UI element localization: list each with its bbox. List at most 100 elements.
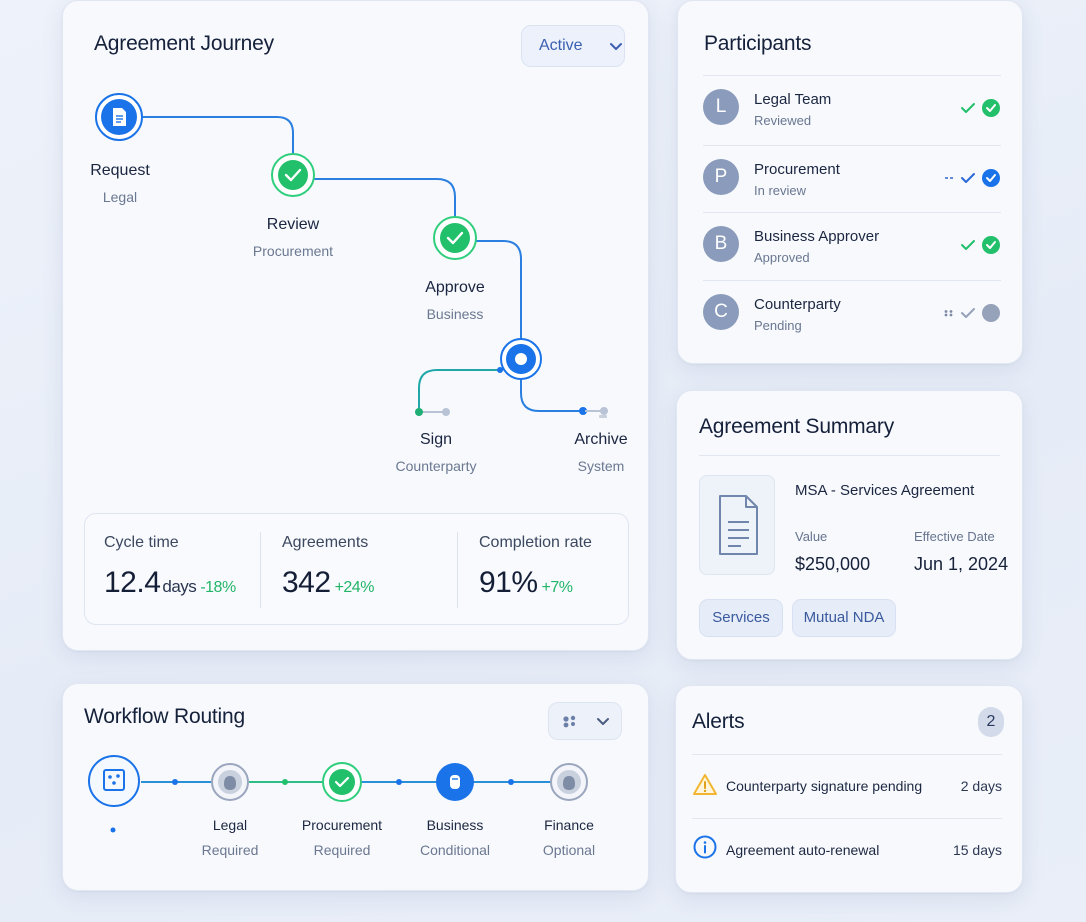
person-icon <box>224 776 236 790</box>
connector-split-archive <box>520 379 583 412</box>
check-icon <box>961 308 975 318</box>
connector-review-approve <box>293 178 456 237</box>
route-finance-label: Finance Optional <box>542 817 596 858</box>
participant-status: Approved <box>754 250 810 265</box>
people-icon <box>563 715 576 728</box>
review-step-node[interactable] <box>271 153 315 197</box>
step-archive-label: Archive System <box>574 431 628 474</box>
value-label: Value <box>795 529 828 544</box>
approve-step-node[interactable] <box>433 216 477 260</box>
avatar: P <box>703 159 739 195</box>
participant-name: Procurement <box>754 161 840 178</box>
tag-mutual-nda[interactable]: Mutual NDA <box>792 599 896 637</box>
tag-services[interactable]: Services <box>699 599 783 637</box>
workflow-routing-card: Workflow Routing <box>62 683 649 891</box>
step-sign-label: Sign Counterparty <box>395 431 477 474</box>
metric-divider <box>260 532 261 608</box>
participant-name: Counterparty <box>754 296 841 313</box>
alert-row[interactable]: Agreement auto-renewal 15 days <box>692 818 1002 880</box>
device-icon <box>450 775 460 789</box>
alert-text: Agreement auto-renewal <box>726 842 880 858</box>
pending-dots-icon <box>944 310 953 317</box>
check-icon <box>446 231 464 245</box>
agreement-document-tile[interactable] <box>699 475 775 575</box>
divider <box>699 455 1000 456</box>
effective-date-label: Effective Date <box>914 529 995 544</box>
avatar: C <box>703 294 739 330</box>
agreement-value: $250,000 <box>795 554 871 574</box>
status-filter-dropdown[interactable]: Active <box>521 25 625 67</box>
routing-flow-diagram <box>88 755 588 833</box>
alerts-title: Alerts <box>692 710 745 733</box>
approved-status-icon <box>982 236 1000 254</box>
route-procurement-label: Procurement Required <box>301 817 383 858</box>
participant-name: Business Approver <box>754 228 880 245</box>
metric-value: 12.4 <box>104 566 161 599</box>
info-icon <box>693 835 717 859</box>
journey-flow-diagram <box>95 93 608 418</box>
alert-text: Counterparty signature pending <box>726 778 923 794</box>
routing-options-dropdown[interactable] <box>548 702 622 740</box>
route-business-label: Business Conditional <box>419 817 491 858</box>
status-filter-value: Active <box>539 37 583 54</box>
check-icon <box>334 776 350 788</box>
alerts-card: Alerts 2 Counterparty signature pending … <box>675 685 1023 893</box>
route-legal-node[interactable] <box>211 763 249 801</box>
check-icon <box>284 168 302 182</box>
check-icon <box>961 103 975 113</box>
alert-time: 2 days <box>960 778 1002 794</box>
document-icon <box>719 495 758 555</box>
sign-start-dot <box>415 408 423 416</box>
journey-title: Agreement Journey <box>94 32 274 55</box>
metric-delta: -18% <box>200 579 236 596</box>
step-review-label: Review Procurement <box>252 216 334 259</box>
check-icon <box>961 173 975 183</box>
request-step-node[interactable] <box>95 93 143 141</box>
route-start-node[interactable] <box>88 755 140 807</box>
route-finance-node[interactable] <box>550 763 588 801</box>
connector-approve-split <box>455 240 522 357</box>
metric-value: 342 <box>282 566 331 599</box>
person-icon <box>563 776 575 790</box>
step-approve-label: Approve Business <box>425 279 485 322</box>
participant-name: Legal Team <box>754 91 832 108</box>
participant-row[interactable]: C Counterparty Pending <box>703 280 1001 348</box>
metric-cycle-time: Cycle time 12.4 days -18% <box>104 534 236 599</box>
participant-row[interactable]: L Legal Team Reviewed <box>703 75 1001 143</box>
chevron-down-icon <box>597 718 609 725</box>
pending-status-icon <box>982 304 1000 322</box>
agreement-name: MSA - Services Agreement <box>795 482 975 499</box>
metric-divider <box>457 532 458 608</box>
approved-status-icon <box>982 99 1000 117</box>
warning-icon <box>693 774 717 795</box>
document-icon <box>113 108 126 126</box>
routing-board-icon <box>103 769 125 791</box>
archive-end-icon <box>599 407 608 418</box>
agreement-journey-card: Agreement Journey Active <box>62 0 649 651</box>
start-indicator-dot <box>110 827 116 833</box>
branch-split-node[interactable] <box>500 338 542 380</box>
metric-unit: days <box>162 577 197 596</box>
workflow-title: Workflow Routing <box>84 705 245 728</box>
connector-request-review <box>141 116 294 173</box>
alerts-count-badge: 2 <box>978 707 1004 737</box>
agreement-summary-card: Agreement Summary MSA - Services Agreeme… <box>676 390 1023 660</box>
effective-date: Jun 1, 2024 <box>914 554 1009 574</box>
summary-title: Agreement Summary <box>699 415 895 438</box>
metric-delta: +7% <box>541 579 573 596</box>
archive-start-dot <box>579 407 587 415</box>
chevron-down-icon <box>609 43 622 50</box>
route-procurement-node[interactable] <box>322 762 362 802</box>
participant-status: Pending <box>754 318 802 333</box>
participant-row[interactable]: B Business Approver Approved <box>703 212 1001 280</box>
in-review-status-icon <box>982 169 1000 187</box>
step-request-label: Request Legal <box>90 162 150 205</box>
avatar: B <box>703 226 739 262</box>
metric-completion-rate: Completion rate 91% +7% <box>479 534 592 599</box>
participant-row[interactable]: P Procurement In review <box>703 145 1001 213</box>
alert-row[interactable]: Counterparty signature pending 2 days <box>692 754 1002 816</box>
sign-end-dot <box>442 408 450 416</box>
metrics-panel: Cycle time 12.4 days -18% Agreements 342 +2… <box>84 513 629 625</box>
route-business-node[interactable] <box>436 763 474 801</box>
dash-icon <box>945 177 953 179</box>
